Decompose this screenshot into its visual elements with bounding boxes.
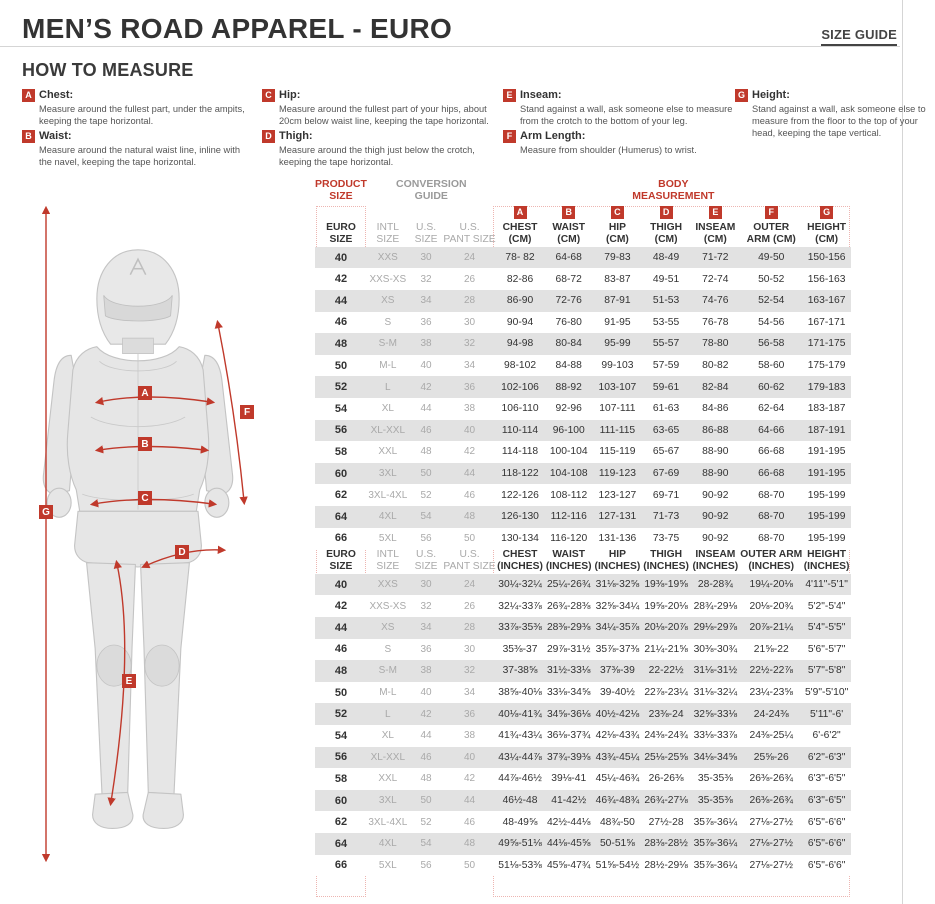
svg-text:F: F bbox=[244, 407, 250, 418]
svg-text:B: B bbox=[141, 439, 148, 450]
svg-text:A: A bbox=[141, 388, 148, 399]
svg-text:D: D bbox=[178, 547, 185, 558]
svg-text:C: C bbox=[141, 493, 148, 504]
svg-text:G: G bbox=[42, 507, 50, 518]
svg-text:E: E bbox=[126, 676, 133, 687]
